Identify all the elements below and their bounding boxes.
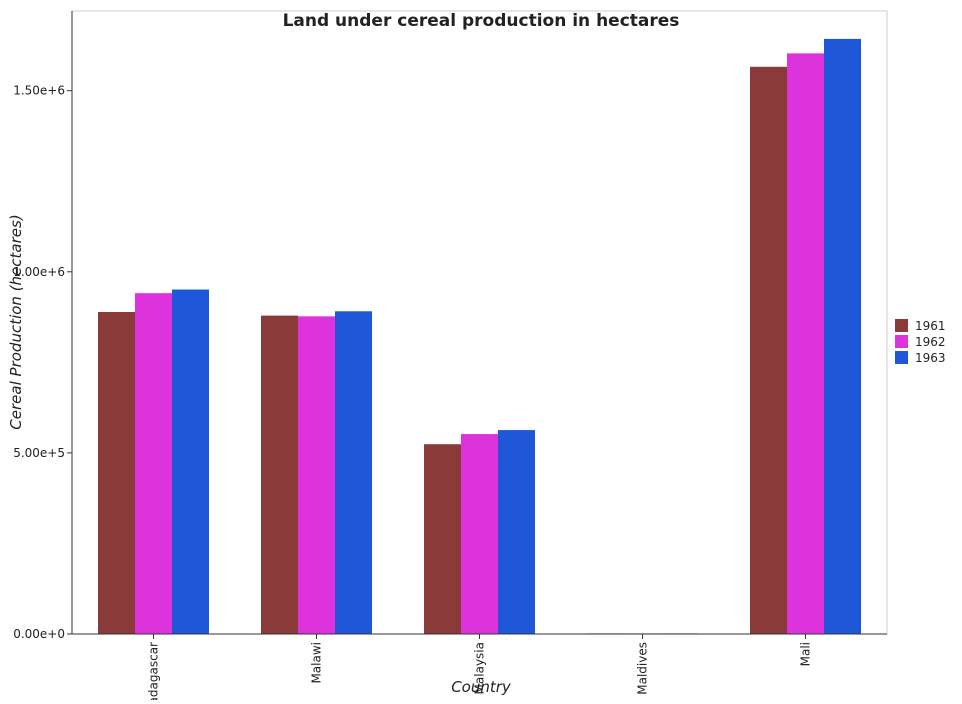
x-tick-label: Mali (799, 642, 813, 666)
legend-label-1962: 1962 (915, 335, 946, 349)
legend-swatch-1962 (895, 335, 908, 348)
legend-swatch-1961 (895, 319, 908, 332)
bar-madagascar-1961 (98, 312, 135, 634)
bar-malaysia-1962 (461, 434, 498, 634)
bar-mali-1961 (750, 67, 787, 634)
y-tick-label: 1.50e+6 (13, 84, 65, 98)
bars-layer (98, 39, 861, 634)
bar-malawi-1961 (261, 316, 298, 634)
x-tick-label: Malawi (310, 642, 324, 684)
bar-madagascar-1962 (135, 293, 172, 634)
bar-mali-1962 (787, 53, 824, 634)
chart-title: Land under cereal production in hectares (283, 11, 680, 31)
bar-madagascar-1963 (172, 290, 209, 634)
x-tick-label: Madagascar (147, 642, 161, 700)
legend: 1961 1962 1963 (895, 319, 946, 365)
x-axis-label: Country (451, 678, 512, 696)
bar-malaysia-1963 (498, 430, 535, 634)
bar-malaysia-1961 (424, 444, 461, 634)
x-tick-label: Maldives (636, 642, 650, 695)
y-tick-label: 5.00e+5 (13, 446, 65, 460)
bar-mali-1963 (824, 39, 861, 634)
y-axis-label: Cereal Production (hectares) (7, 214, 25, 429)
bar-malawi-1963 (335, 311, 372, 634)
legend-label-1963: 1963 (915, 351, 946, 365)
legend-label-1961: 1961 (915, 319, 946, 333)
y-tick-label: 0.00e+0 (13, 627, 65, 641)
legend-swatch-1963 (895, 351, 908, 364)
bar-malawi-1962 (298, 316, 335, 634)
